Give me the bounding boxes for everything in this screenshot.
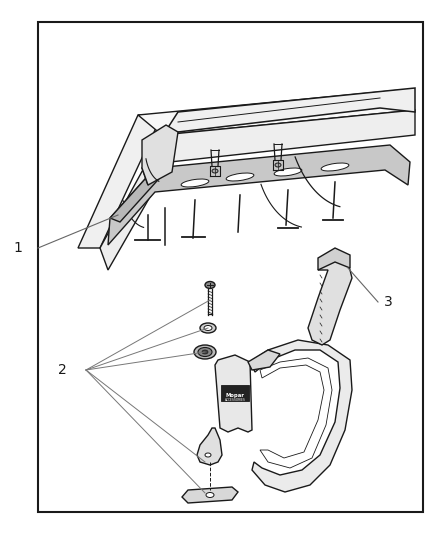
Polygon shape	[182, 487, 238, 503]
Polygon shape	[78, 115, 162, 248]
Polygon shape	[100, 110, 415, 270]
Polygon shape	[108, 145, 410, 245]
Ellipse shape	[274, 168, 302, 176]
Text: 3: 3	[384, 295, 392, 309]
Ellipse shape	[205, 453, 211, 457]
Ellipse shape	[321, 163, 349, 171]
Polygon shape	[248, 350, 280, 370]
Ellipse shape	[204, 326, 212, 330]
Ellipse shape	[205, 281, 215, 288]
Bar	[221, 385, 249, 401]
Text: 2: 2	[58, 363, 67, 377]
Ellipse shape	[212, 169, 218, 173]
Polygon shape	[197, 428, 222, 465]
Bar	[38, 22, 423, 512]
Ellipse shape	[226, 173, 254, 181]
Ellipse shape	[200, 323, 216, 333]
Ellipse shape	[206, 492, 214, 497]
Polygon shape	[215, 355, 252, 432]
Text: Mopar: Mopar	[226, 392, 244, 398]
Polygon shape	[308, 258, 352, 345]
Ellipse shape	[275, 163, 281, 167]
Polygon shape	[110, 168, 165, 222]
Ellipse shape	[194, 345, 216, 359]
Ellipse shape	[202, 350, 208, 354]
Polygon shape	[318, 248, 350, 270]
Polygon shape	[142, 125, 178, 185]
Ellipse shape	[198, 348, 212, 357]
Ellipse shape	[181, 179, 209, 187]
Polygon shape	[250, 340, 352, 492]
Text: ACCESSORIES: ACCESSORIES	[225, 398, 245, 402]
Polygon shape	[260, 358, 332, 468]
Text: 1: 1	[14, 241, 22, 255]
Polygon shape	[138, 90, 415, 135]
Polygon shape	[142, 88, 415, 185]
